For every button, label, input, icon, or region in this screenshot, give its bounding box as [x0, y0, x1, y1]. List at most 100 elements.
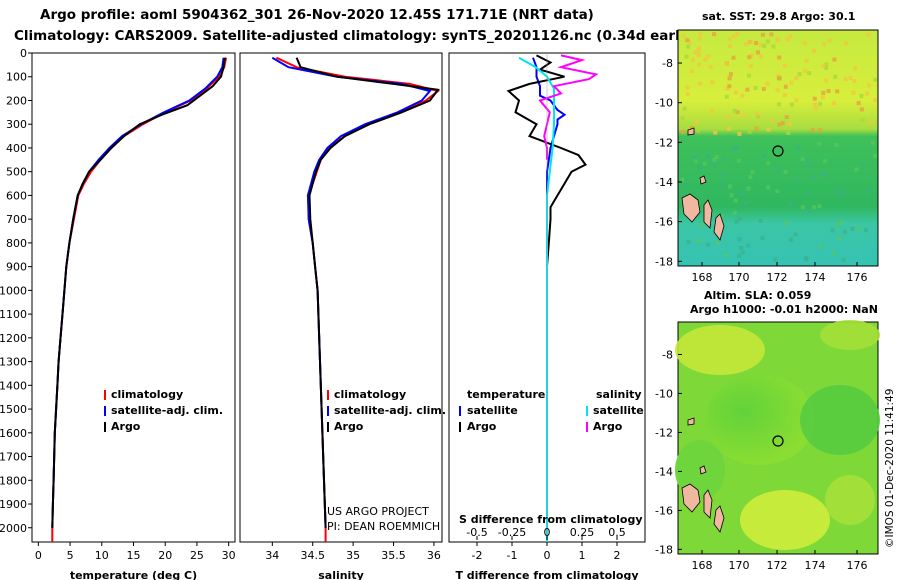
- depth-tick-label: 1900: [0, 498, 27, 511]
- title-line-1: Argo profile: aoml 5904362_301 26-Nov-20…: [40, 7, 594, 23]
- legend-swatch: [459, 422, 461, 432]
- salinity-plot-frame: [239, 52, 443, 543]
- sst-warm-speckle: [680, 32, 878, 263]
- sst-argo-marker: [772, 145, 784, 157]
- s-tick-label: -0.5: [466, 526, 487, 539]
- lon-tick-label: 174: [805, 559, 826, 572]
- sla-argo-marker: [772, 435, 784, 447]
- lat-tick-label: -8: [662, 348, 673, 361]
- x-tick-label: 25: [190, 549, 204, 562]
- depth-tick-label: 600: [6, 189, 27, 202]
- project-annotation: US ARGO PROJECT: [327, 505, 429, 518]
- legend-swatch: [586, 422, 588, 432]
- depth-tick-label: 1600: [0, 427, 27, 440]
- lon-tick-label: 168: [692, 559, 713, 572]
- s-tick-label: 0: [544, 526, 551, 539]
- series-line-climatology: [51, 57, 228, 542]
- depth-tick-label: 1700: [0, 451, 27, 464]
- depth-tick-label: 200: [6, 94, 27, 107]
- x-tick-label: 30: [222, 549, 236, 562]
- depth-tick-label: 1500: [0, 403, 27, 416]
- legend-swatch: [327, 390, 329, 400]
- legend-swatch: [104, 422, 106, 432]
- lon-tick-label: 176: [847, 559, 868, 572]
- x-tick-label: -1: [507, 549, 518, 562]
- depth-tick-label: 1800: [0, 474, 27, 487]
- sla-map-title-1: Altim. SLA: 0.059: [704, 289, 811, 302]
- legend-label: Argo: [593, 420, 623, 433]
- lat-tick-label: -14: [655, 465, 673, 478]
- lat-tick-label: -18: [655, 255, 673, 268]
- legend-swatch: [327, 422, 329, 432]
- sla-map: Altim. SLA: 0.059 Argo h1000: -0.01 h200…: [655, 289, 880, 572]
- lat-tick-label: -16: [655, 504, 673, 517]
- x-tick-label: 10: [95, 549, 109, 562]
- x-axis-label: salinity: [318, 569, 364, 580]
- depth-tick-label: 1300: [0, 356, 27, 369]
- lon-tick-label: 174: [805, 271, 826, 284]
- sla-land: [681, 417, 725, 533]
- lat-tick-label: -10: [655, 97, 673, 110]
- depth-axis: 0 100 200 300 400 500 600 700 800 900 1000 1100 1200…: [0, 47, 32, 535]
- title-line-2: Climatology: CARS2009. Satellite-adjuste…: [14, 28, 706, 44]
- legend-label: satellite-adj. clim.: [334, 404, 446, 417]
- legend-label: Argo: [334, 420, 364, 433]
- legend-swatch: [104, 390, 106, 400]
- depth-tick-label: 2000: [0, 522, 27, 535]
- lon-tick-label: 170: [729, 559, 750, 572]
- depth-tick-label: 500: [6, 166, 27, 179]
- legend-label: Argo: [467, 420, 497, 433]
- series-line-temperature-satellite: [532, 57, 567, 528]
- pi-annotation: PI: DEAN ROEMMICH: [327, 520, 440, 533]
- depth-tick-label: 0: [20, 47, 27, 60]
- depth-tick-label: 700: [6, 213, 27, 226]
- s-tick-label: 0.5: [608, 526, 626, 539]
- legend-swatch: [586, 406, 588, 416]
- depth-tick-label: 1000: [0, 284, 27, 297]
- x-tick-label: 5: [67, 549, 74, 562]
- sst-map: sat. SST: 29.8 Argo: 30.1 168 170 172 174 17…: [655, 10, 879, 284]
- x-tick-label: 0: [35, 549, 42, 562]
- depth-tick-label: 400: [6, 142, 27, 155]
- series-line-argo: [51, 57, 226, 528]
- depth-tick-label: 1400: [0, 379, 27, 392]
- depth-tick-label: 100: [6, 71, 27, 84]
- x-axis-label: temperature (deg C): [70, 569, 197, 580]
- x-tick-label: 35.5: [381, 549, 406, 562]
- x-tick-label: -2: [472, 549, 483, 562]
- s-tick-label: -0.25: [498, 526, 526, 539]
- lat-tick-label: -10: [655, 387, 673, 400]
- legend-label: climatology: [334, 388, 406, 401]
- series-line-satellite-adj-clim-: [271, 56, 432, 528]
- x-tick-label: 20: [158, 549, 172, 562]
- sla-blobs: [675, 320, 880, 550]
- lat-tick-label: -12: [655, 426, 673, 439]
- x-tick-label: 34: [265, 549, 279, 562]
- lon-tick-label: 176: [847, 271, 868, 284]
- legend-label: satellite: [467, 404, 518, 417]
- x-tick-label: 2: [614, 549, 621, 562]
- sst-map-title: sat. SST: 29.8 Argo: 30.1: [702, 10, 855, 23]
- depth-tick-label: 800: [6, 237, 27, 250]
- legend-salinity-title: salinity: [596, 388, 642, 401]
- legend-temperature-title: temperature: [467, 388, 545, 401]
- depth-tick-label: 300: [6, 118, 27, 131]
- x-axis-label: T difference from climatology: [455, 569, 638, 580]
- depth-tick-label: 1200: [0, 332, 27, 345]
- sla-map-title-2: Argo h1000: -0.01 h2000: NaN: [690, 303, 878, 316]
- footer-stamp: ©IMOS 01-Dec-2020 11:41:49: [884, 389, 896, 548]
- series-line-salinity-satellite: [518, 56, 555, 542]
- lat-tick-label: -12: [655, 136, 673, 149]
- legend-swatch: [459, 406, 461, 416]
- legend-label: satellite-adj. clim.: [111, 404, 223, 417]
- x-tick-label: 15: [127, 549, 141, 562]
- depth-tick-label: 1100: [0, 308, 27, 321]
- legend-label: satellite: [593, 404, 644, 417]
- lon-tick-label: 170: [729, 271, 750, 284]
- legend-swatch: [104, 406, 106, 416]
- x-tick-label: 1: [579, 549, 586, 562]
- legend-swatch: [327, 406, 329, 416]
- s-axis-label: S difference from climatology: [459, 513, 643, 526]
- s-tick-label: 0.25: [570, 526, 595, 539]
- depth-tick-label: 900: [6, 261, 27, 274]
